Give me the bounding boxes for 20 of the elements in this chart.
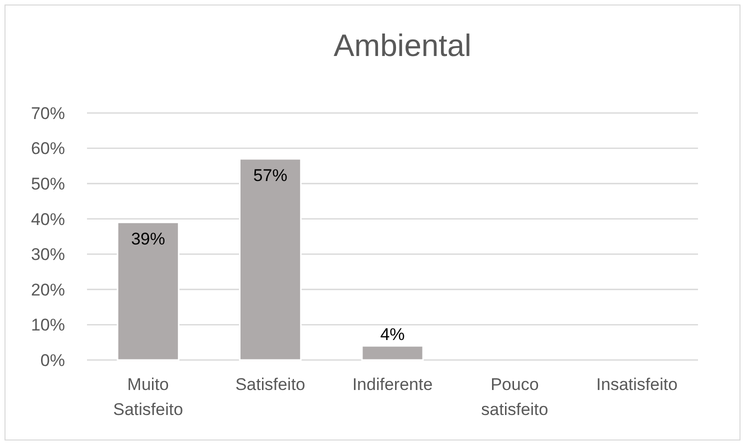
data-label: 4% <box>380 324 405 344</box>
y-tick-label: 40% <box>30 210 65 229</box>
data-label: 57% <box>253 166 288 185</box>
y-tick-label: 20% <box>30 280 65 300</box>
x-tick-label: Muito Satisfeito <box>113 375 184 419</box>
y-tick-label: 10% <box>30 316 65 335</box>
chart-title: Ambiental <box>334 28 472 63</box>
y-tick-label: 60% <box>30 139 65 158</box>
y-tick-label: 70% <box>30 104 65 123</box>
x-tick-label: Indiferente <box>352 375 433 394</box>
bar <box>116 222 180 361</box>
bar <box>361 345 424 361</box>
y-tick-label: 50% <box>30 174 65 194</box>
bar <box>239 158 302 361</box>
y-tick-label: 30% <box>30 245 65 264</box>
x-tick-label: Pouco satisfeito <box>481 375 548 419</box>
y-tick-label: 0% <box>40 350 65 370</box>
data-label: 39% <box>131 229 166 248</box>
x-tick-label: Satisfeito <box>235 375 306 394</box>
x-tick-label: Insatisfeito <box>596 375 678 394</box>
